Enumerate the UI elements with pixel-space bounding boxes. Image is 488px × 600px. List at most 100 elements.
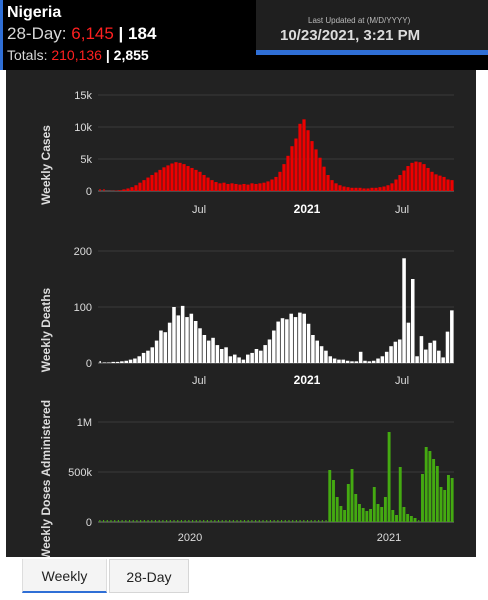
- cases-bar: [382, 186, 386, 191]
- doses-bar: [151, 520, 153, 522]
- tab-weekly[interactable]: Weekly: [22, 559, 107, 593]
- doses-bar: [169, 520, 171, 522]
- deaths-bar: [324, 350, 328, 363]
- deaths-bar: [150, 347, 155, 363]
- deaths-bar: [358, 351, 363, 363]
- totals-separator: |: [105, 47, 110, 63]
- cases-bar: [402, 170, 406, 191]
- cases-bar: [418, 162, 422, 191]
- deaths-ytick-label: 0: [86, 358, 92, 370]
- deaths-bar: [402, 258, 406, 363]
- cases-bar: [406, 166, 410, 191]
- doses-bar: [357, 504, 361, 522]
- doses-bar: [136, 520, 138, 522]
- cases-bar: [450, 180, 454, 191]
- cases-bar: [246, 184, 250, 191]
- cases-xtick-label: 2021: [294, 202, 321, 216]
- doses-bar: [335, 497, 339, 522]
- cases-bar: [434, 174, 438, 191]
- cases-bar: [322, 166, 326, 191]
- doses-bar: [147, 520, 149, 522]
- deaths-bar: [128, 359, 133, 363]
- deaths-bar: [185, 317, 189, 363]
- last-updated-panel: Last Updated at (M/D/YYYY) 10/23/2021, 3…: [256, 0, 488, 57]
- deaths-bar: [180, 305, 185, 363]
- charts-svg: 0 5k 10k 15k Weekly Cases Jul 2021 Jul 0 100 200 We…: [39, 90, 454, 557]
- doses-bar: [284, 520, 286, 522]
- cases-bar: [138, 182, 142, 191]
- doses-bar: [114, 520, 116, 522]
- deaths-bar: [263, 345, 267, 363]
- doses-bar: [299, 520, 301, 522]
- cases-bar: [146, 177, 150, 191]
- deaths-bar: [428, 342, 432, 363]
- cases-bar: [294, 138, 298, 191]
- deaths-ytick-label: 200: [74, 246, 92, 258]
- header-under-bar: [256, 55, 488, 70]
- deaths-bar: [371, 360, 376, 363]
- doses-bar: [188, 520, 190, 522]
- cases-bar: [446, 179, 450, 191]
- cases-bar: [103, 189, 105, 191]
- deaths-bar: [393, 341, 398, 363]
- deaths-bar: [159, 330, 163, 363]
- deaths-bar: [380, 356, 385, 363]
- deaths-bar: [345, 360, 350, 363]
- cases-bar: [350, 187, 354, 191]
- cases-bar: [310, 141, 314, 191]
- day28-separator: |: [118, 24, 124, 43]
- cases-bar: [398, 175, 402, 191]
- doses-bar: [106, 520, 108, 522]
- doses-bar: [128, 520, 131, 522]
- doses-bar: [380, 507, 384, 522]
- doses-xtick-label: 2020: [178, 532, 202, 544]
- cases-bar: [298, 123, 302, 191]
- deaths-bar: [363, 360, 367, 363]
- chart-panel: 0 5k 10k 15k Weekly Cases Jul 2021 Jul 0 100 200 We…: [6, 70, 476, 557]
- deaths-bar: [332, 358, 337, 363]
- doses-bar: [162, 520, 164, 522]
- cases-bar: [442, 176, 446, 191]
- doses-bar: [277, 520, 279, 522]
- deaths-bar: [154, 340, 159, 363]
- cases-bar: [178, 162, 182, 191]
- deaths-bar: [419, 336, 424, 363]
- deaths-bar: [328, 356, 333, 363]
- doses-bar: [435, 466, 439, 522]
- doses-bar: [251, 520, 253, 522]
- deaths-bar: [354, 361, 359, 363]
- cases-y-axis-label: Weekly Cases: [39, 125, 53, 205]
- deaths-bar: [397, 339, 402, 363]
- deaths-bar: [341, 359, 346, 363]
- deaths-bar: [167, 322, 172, 363]
- doses-bar: [217, 520, 220, 522]
- doses-ytick-label: 0: [86, 517, 92, 529]
- deaths-bar: [306, 323, 311, 363]
- cases-bar: [366, 188, 370, 191]
- deaths-bar: [406, 322, 411, 363]
- cases-bar: [118, 190, 122, 191]
- doses-bar: [125, 520, 127, 522]
- doses-bar: [214, 520, 216, 522]
- doses-bar: [332, 480, 335, 522]
- deaths-bar: [445, 331, 450, 363]
- doses-bar: [121, 520, 123, 522]
- doses-bar: [409, 516, 413, 522]
- cases-xtick-label: Jul: [395, 204, 409, 216]
- doses-bar: [387, 432, 391, 522]
- doses-bar: [450, 478, 454, 522]
- deaths-bar: [276, 321, 280, 363]
- cases-bar: [226, 183, 230, 191]
- cases-bar: [142, 180, 146, 191]
- tab-28-day[interactable]: 28-Day: [109, 559, 189, 593]
- deaths-bar: [124, 360, 128, 363]
- doses-bar: [325, 520, 327, 522]
- deaths-bar: [198, 328, 202, 363]
- doses-bar: [243, 520, 246, 522]
- cases-bar: [374, 187, 378, 191]
- cases-bar: [254, 183, 258, 191]
- deaths-bar: [298, 312, 302, 363]
- deaths-bar: [259, 350, 263, 363]
- cases-bar: [362, 188, 366, 191]
- cases-bar: [266, 181, 270, 191]
